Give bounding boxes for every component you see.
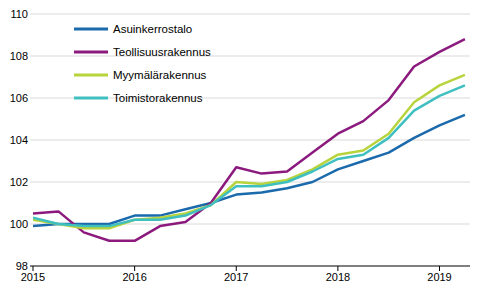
series-line [33, 85, 465, 226]
series-line [33, 39, 465, 241]
legend-label: Myymälärakennus [113, 69, 207, 81]
series-line [33, 75, 465, 228]
x-tick-label: 2018 [326, 271, 350, 283]
legend-label: Teollisuusrakennus [113, 46, 211, 58]
y-tick-label: 104 [10, 134, 28, 146]
legend: Asuinkerrostalo Teollisuusrakennus Myymälä… [74, 23, 211, 104]
plot-area [33, 39, 465, 241]
chart: 9810010210410610811020152016201720182019… [0, 0, 491, 286]
y-tick-label: 106 [10, 92, 28, 104]
x-tick-label: 2016 [122, 271, 146, 283]
y-tick-label: 100 [10, 218, 28, 230]
legend-label: Toimistorakennus [113, 92, 203, 104]
legend-label: Asuinkerrostalo [113, 23, 192, 35]
grid-line [30, 140, 470, 141]
y-tick-label: 110 [10, 8, 28, 20]
x-axis [30, 266, 470, 267]
legend-swatch [74, 74, 108, 77]
grid-line [30, 98, 470, 99]
x-tick-label: 2015 [21, 271, 45, 283]
grid-line [30, 56, 470, 57]
x-tick-label: 2019 [427, 271, 451, 283]
legend-swatch [74, 51, 108, 54]
y-tick-label: 102 [10, 176, 28, 188]
grid-line [30, 14, 470, 15]
legend-swatch [74, 97, 108, 100]
x-tick-label: 2017 [224, 271, 248, 283]
y-tick-label: 108 [10, 50, 28, 62]
legend-swatch [74, 28, 108, 31]
